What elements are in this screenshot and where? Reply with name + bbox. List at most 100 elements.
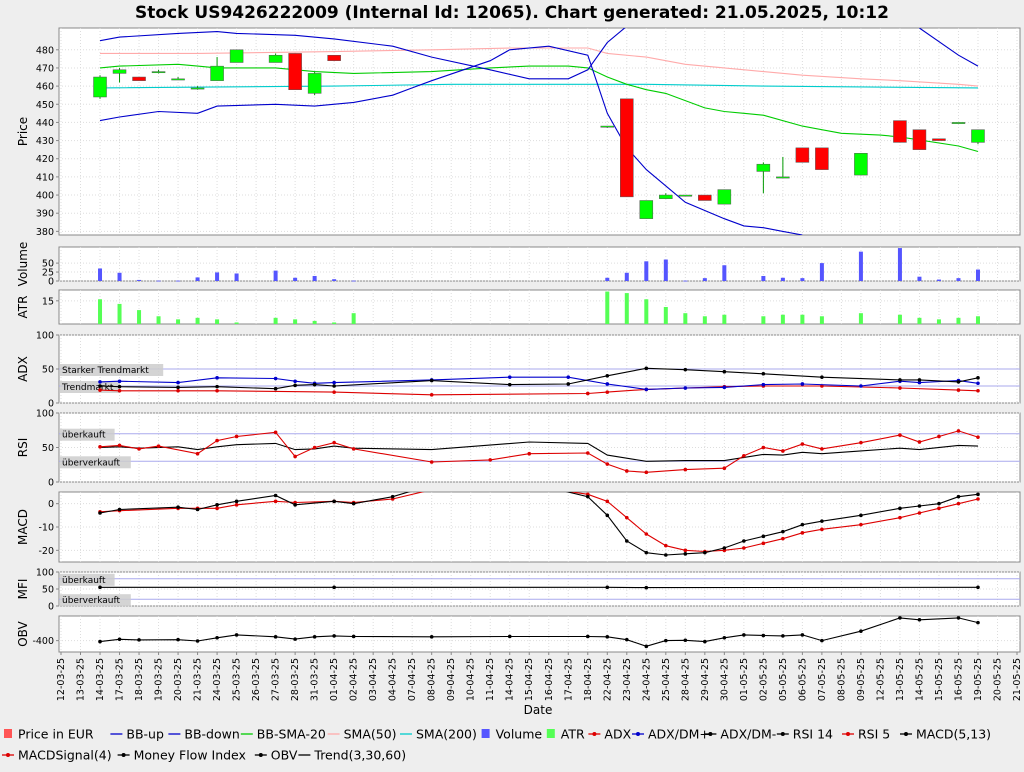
x-tick-label: 08-04-25: [427, 658, 438, 701]
atr-bar: [976, 316, 980, 324]
macd-signal-point: [781, 537, 785, 541]
obv-point: [625, 638, 629, 642]
y-axis-label-mfi: MFI: [16, 579, 30, 600]
legend-item: Volume: [482, 727, 543, 742]
adx-dm-minus-point: [118, 385, 122, 389]
adx-dm-minus-point: [918, 378, 922, 382]
adx-dm-plus-point: [645, 388, 649, 392]
x-tick-label: 01-05-25: [739, 658, 750, 701]
obv-point: [781, 634, 785, 638]
candle-body: [893, 121, 906, 143]
volume-bar: [137, 280, 141, 281]
rsi5-point: [313, 446, 317, 450]
volume-bar: [937, 280, 941, 281]
x-tick-label: 14-05-25: [914, 658, 925, 701]
atr-bar: [625, 293, 629, 324]
macd-signal-point: [684, 549, 688, 553]
x-tick-label: 17-04-25: [563, 658, 574, 701]
rsi5-point: [723, 466, 727, 470]
rsi5-point: [605, 462, 609, 466]
x-tick-label: 13-05-25: [895, 658, 906, 701]
adx-dm-plus-point: [859, 384, 863, 388]
y-tick-label: -400: [32, 636, 54, 647]
macd-point: [859, 514, 863, 518]
volume-bar: [332, 279, 336, 281]
candle-body: [113, 70, 126, 74]
x-tick-label: 03-04-25: [368, 658, 379, 701]
atr-bar: [352, 313, 356, 324]
x-tick-label: 09-05-25: [856, 658, 867, 701]
x-tick-label: 31-03-25: [310, 658, 321, 701]
volume-bar: [352, 281, 356, 282]
y-tick-label: 440: [36, 118, 54, 129]
legend-item: SMA(200): [400, 727, 477, 742]
macd-signal-point: [645, 532, 649, 536]
macd-point: [957, 495, 961, 499]
candle-body: [932, 139, 945, 141]
macd-point: [215, 503, 219, 507]
x-tick-label: 02-05-25: [758, 658, 769, 701]
volume-bar: [976, 270, 980, 281]
x-tick-label: 04-04-25: [388, 658, 399, 701]
x-tick-label: 15-04-25: [524, 658, 535, 701]
y-tick-label: 450: [36, 100, 54, 111]
legend-label: Volume: [496, 727, 543, 742]
atr-bar: [137, 310, 141, 324]
adx-point: [430, 393, 434, 397]
macd-signal-point: [625, 516, 629, 520]
adx-dm-plus-point: [332, 381, 336, 385]
chart-title: Stock US9426222009 (Internal Id: 12065).…: [135, 3, 889, 23]
legend-marker: [6, 753, 10, 757]
legend-label: ADX/DM+: [648, 727, 710, 742]
candle-body: [191, 88, 204, 89]
volume-bar: [703, 278, 707, 281]
legend-label: ADX: [604, 727, 631, 742]
adx-dm-minus-point: [313, 383, 317, 387]
obv-point: [332, 634, 336, 638]
y-tick-label: -20: [38, 546, 54, 557]
x-tick-label: 24-03-25: [212, 658, 223, 701]
adx-dm-plus-point: [723, 386, 727, 390]
adx-dm-plus-point: [976, 381, 980, 385]
atr-bar: [118, 304, 122, 324]
y-tick-label: 50: [42, 585, 54, 596]
macd-signal-point: [215, 507, 219, 511]
legend-marker: [259, 753, 263, 757]
x-tick-label: 16-05-25: [953, 658, 964, 701]
rsi5-point: [215, 439, 219, 443]
atr-bar: [820, 316, 824, 324]
legend-label: RSI 5: [858, 727, 890, 742]
macd-point: [118, 508, 122, 512]
legend-item: Trend(3,30,60): [298, 748, 406, 763]
adx-point: [332, 390, 336, 394]
volume-bar: [118, 273, 122, 281]
rsi5-point: [196, 452, 200, 456]
x-tick-label: 25-03-25: [232, 658, 243, 701]
legend-label: ADX/DM-: [720, 727, 776, 742]
atr-bar: [313, 321, 317, 324]
macd-signal-point: [274, 500, 278, 504]
atr-bar: [605, 292, 609, 324]
adx-dm-minus-point: [645, 367, 649, 371]
macd-signal-point: [762, 542, 766, 546]
y-axis-label-macd: MACD: [16, 509, 30, 545]
y-tick-label: 0: [48, 499, 54, 510]
candle-body: [308, 73, 321, 93]
obv-point: [605, 635, 609, 639]
atr-bar: [664, 307, 668, 324]
rsi5-point: [762, 446, 766, 450]
rsi5-point: [157, 444, 161, 448]
macd-signal-point: [976, 497, 980, 501]
adx-dm-plus-point: [684, 386, 688, 390]
volume-bar: [157, 281, 161, 282]
atr-bar: [917, 318, 921, 324]
legend-label: SMA(200): [416, 727, 477, 742]
adx-dm-plus-point: [98, 380, 102, 384]
y-tick-label: 0: [48, 602, 54, 613]
rsi5-point: [430, 460, 434, 464]
obv-point: [898, 616, 902, 620]
